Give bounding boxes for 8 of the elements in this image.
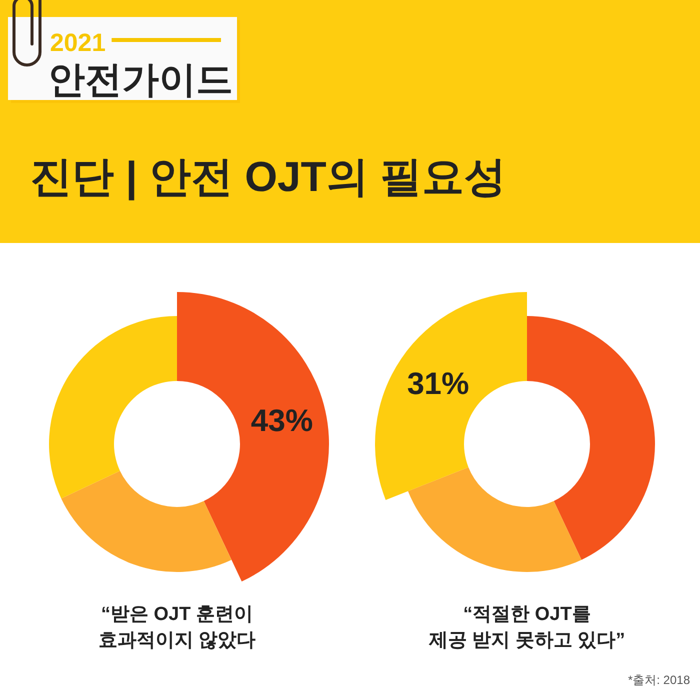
text: 진단 | 안전 OJT의 필요성 bbox=[30, 153, 506, 201]
data-label: 31% bbox=[407, 366, 470, 402]
text: 2021 bbox=[50, 29, 106, 57]
text: “받은 OJT 훈련이 효과적이지 않았다 bbox=[98, 604, 256, 651]
data-label: 43% bbox=[250, 403, 313, 438]
text: *출처: 2018 bbox=[628, 673, 690, 687]
text: “적절한 OJT를 제공 받지 못하고 있다” bbox=[428, 604, 626, 651]
text: 안전가이드 bbox=[48, 59, 233, 100]
